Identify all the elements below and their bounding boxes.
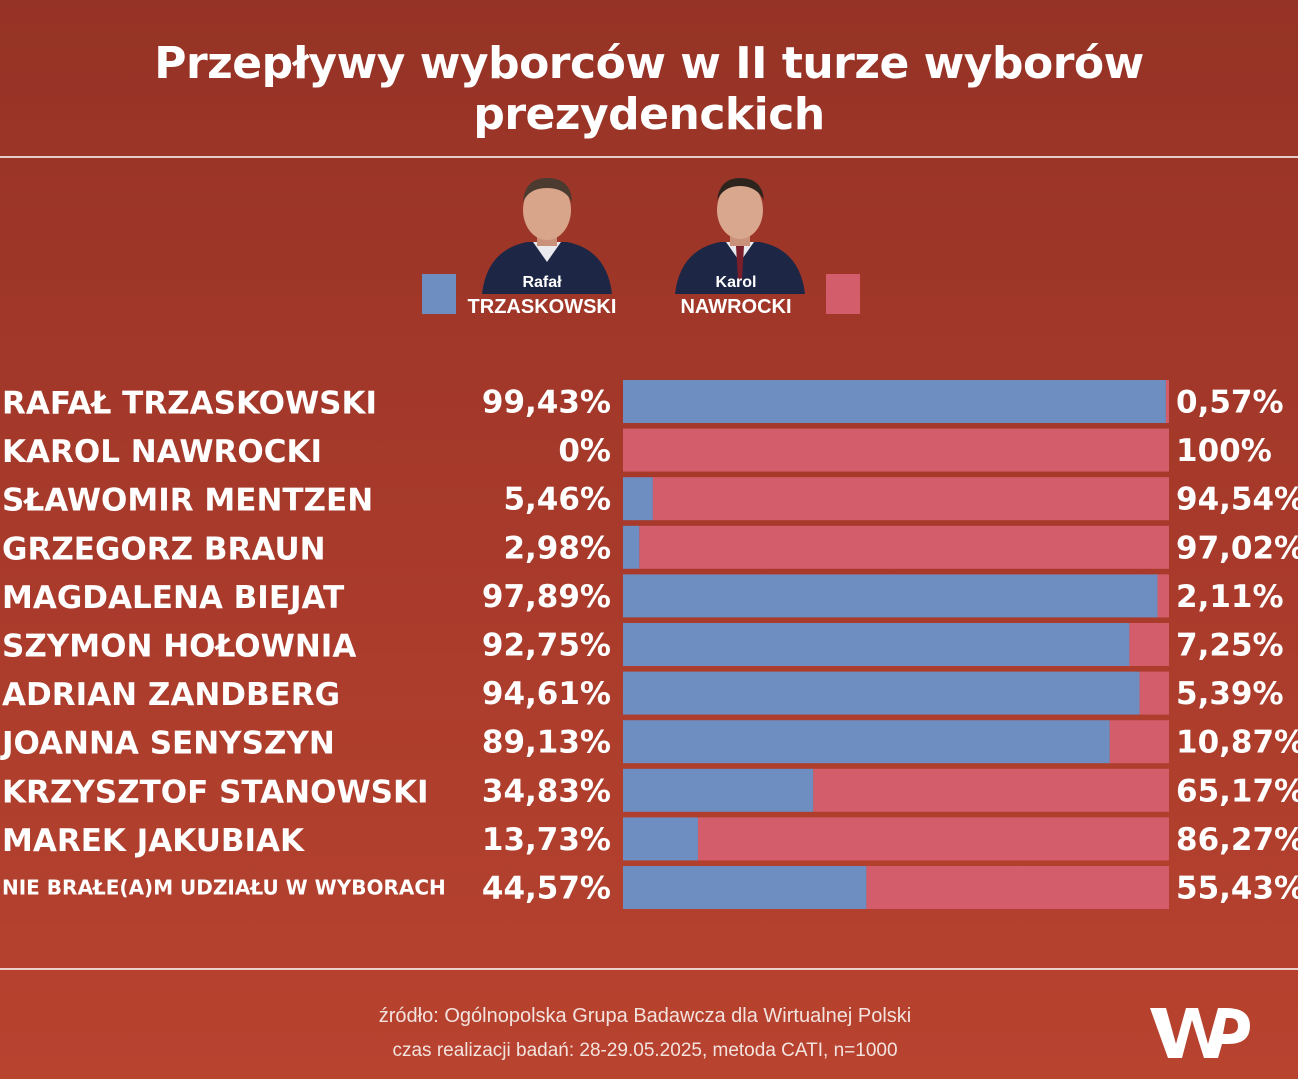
value-label-trzaskowski: 13,73%: [482, 822, 611, 858]
value-label-nawrocki: 5,39%: [1176, 676, 1284, 712]
value-label-nawrocki: 7,25%: [1176, 628, 1284, 664]
category-label: GRZEGORZ BRAUN: [2, 531, 326, 567]
category-label: MAGDALENA BIEJAT: [2, 580, 344, 616]
bar-trzaskowski: [623, 817, 698, 861]
value-label-trzaskowski: 97,89%: [482, 579, 611, 615]
bar-trzaskowski: [623, 525, 640, 569]
bar-trzaskowski: [623, 623, 1130, 666]
value-label-nawrocki: 10,87%: [1176, 725, 1298, 761]
legend-swatch-nawrocki: [826, 274, 860, 314]
bar-trzaskowski: [623, 671, 1140, 715]
category-label: MAREK JAKUBIAK: [2, 823, 305, 859]
category-label: KRZYSZTOF STANOWSKI: [2, 774, 429, 810]
bar-nawrocki: [813, 768, 1169, 812]
value-label-trzaskowski: 94,61%: [482, 676, 611, 712]
bar-trzaskowski: [623, 768, 814, 812]
legend-swatch-trzaskowski: [422, 274, 456, 314]
category-label: NIE BRAŁE(A)M UDZIAŁU W WYBORACH: [2, 876, 446, 900]
value-label-nawrocki: 100%: [1176, 433, 1272, 469]
value-label-trzaskowski: 44,57%: [482, 871, 611, 907]
svg-text:WP: WP: [1201, 1061, 1203, 1063]
category-label: SŁAWOMIR MENTZEN: [2, 483, 373, 519]
bar-nawrocki: [866, 866, 1169, 909]
legend-last-name: NAWROCKI: [680, 296, 792, 318]
legend-last-name: TRZASKOWSKI: [467, 296, 617, 318]
value-label-trzaskowski: 5,46%: [503, 482, 611, 518]
value-label-nawrocki: 65,17%: [1176, 773, 1298, 809]
wp-logo: WP: [1150, 1008, 1250, 1063]
value-label-trzaskowski: 0%: [558, 433, 611, 469]
bar-trzaskowski: [623, 380, 1166, 423]
value-label-nawrocki: 97,02%: [1176, 530, 1298, 566]
bar-trzaskowski: [623, 477, 653, 521]
method-note: czas realizacji badań: 28-29.05.2025, me…: [392, 1040, 898, 1061]
bar-nawrocki: [1109, 720, 1169, 764]
bar-nawrocki: [1139, 671, 1169, 715]
bar-nawrocki: [623, 428, 1169, 472]
value-label-nawrocki: 55,43%: [1176, 871, 1298, 907]
bar-trzaskowski: [623, 866, 867, 909]
value-label-trzaskowski: 92,75%: [482, 628, 611, 664]
category-label: KAROL NAWROCKI: [2, 434, 322, 470]
category-label: RAFAŁ TRZASKOWSKI: [2, 386, 377, 422]
top-divider: [0, 156, 1298, 158]
value-label-trzaskowski: 2,98%: [503, 530, 611, 566]
bar-nawrocki: [1129, 623, 1169, 666]
category-label: SZYMON HOŁOWNIA: [2, 629, 356, 665]
bar-trzaskowski: [623, 574, 1158, 618]
bar-nawrocki: [639, 525, 1169, 569]
legend-first-name: Rafał: [522, 274, 562, 291]
bar-trzaskowski: [623, 720, 1110, 764]
value-label-nawrocki: 86,27%: [1176, 822, 1298, 858]
bar-nawrocki: [652, 477, 1170, 521]
value-label-nawrocki: 94,54%: [1176, 482, 1298, 518]
man-portrait-icon: [482, 178, 612, 294]
bar-nawrocki: [697, 817, 1169, 861]
bar-nawrocki: [1157, 574, 1169, 618]
legend-first-name: Karol: [715, 274, 757, 291]
category-label: JOANNA SENYSZYN: [0, 726, 335, 762]
man-portrait-icon: [675, 178, 805, 294]
value-label-trzaskowski: 99,43%: [482, 385, 611, 421]
category-label: ADRIAN ZANDBERG: [2, 677, 340, 713]
value-label-nawrocki: 2,11%: [1176, 579, 1284, 615]
stacked-bar-chart: RAFAŁ TRZASKOWSKI 99,43% 0,57% KAROL NAWROC…: [0, 380, 1298, 909]
value-label-trzaskowski: 34,83%: [482, 773, 611, 809]
bottom-divider: [0, 968, 1298, 970]
bar-nawrocki: [1165, 380, 1169, 423]
value-label-nawrocki: 0,57%: [1176, 385, 1284, 421]
source-note: źródło: Ogólnopolska Grupa Badawcza dla …: [378, 1005, 912, 1027]
value-label-trzaskowski: 89,13%: [482, 725, 611, 761]
chart-title: Przepływy wyborców w II turze wyborów pr…: [154, 38, 1144, 140]
